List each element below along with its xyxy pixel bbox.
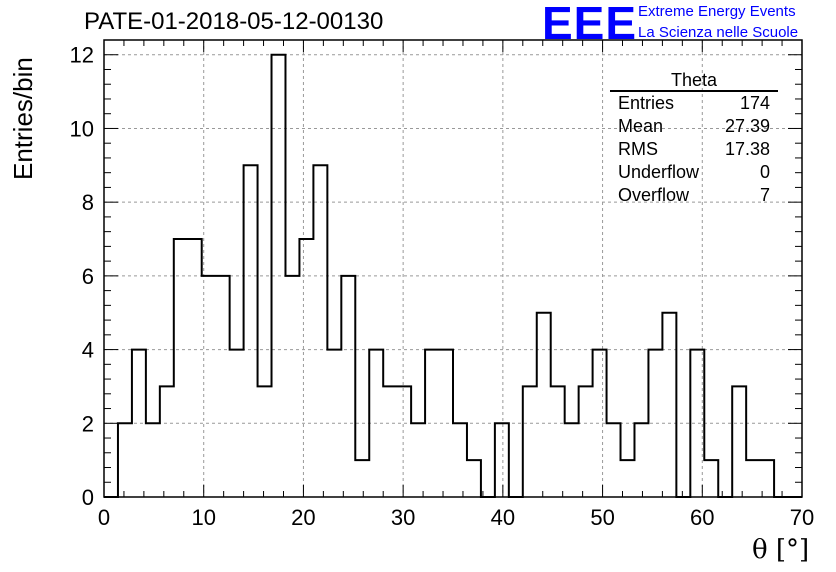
stats-value: 17.38 [724, 139, 770, 159]
x-tick-label: 60 [690, 505, 714, 530]
x-tick-label: 30 [391, 505, 415, 530]
y-tick-label: 6 [82, 264, 94, 289]
y-tick-label: 4 [82, 338, 94, 363]
logo-text-line2: La Scienza nelle Scuole [638, 24, 799, 41]
eee-logo: EEE [542, 0, 638, 49]
stats-value: 7 [759, 185, 770, 205]
logo-text-line1: Extreme Energy Events [638, 3, 796, 20]
stats-label: Entries [618, 93, 675, 113]
x-tick-label: 0 [98, 505, 110, 530]
y-tick-label: 10 [70, 116, 94, 141]
y-tick-label: 12 [70, 43, 94, 68]
chart-title: PATE-01-2018-05-12-00130 [84, 8, 384, 35]
stats-label: Overflow [618, 185, 690, 205]
y-tick-label: 2 [82, 411, 94, 436]
stats-row-entries: Entries 174 [610, 92, 778, 115]
x-tick-label: 10 [191, 505, 215, 530]
stats-row-mean: Mean 27.39 [610, 115, 778, 138]
y-tick-label: 8 [82, 190, 94, 215]
x-tick-label: 70 [790, 505, 814, 530]
stats-label: RMS [618, 139, 658, 159]
plot-frame [103, 39, 803, 498]
stats-row-overflow: Overflow 7 [610, 184, 778, 207]
stats-value: 174 [739, 93, 770, 113]
x-tick-label: 20 [291, 505, 315, 530]
stats-label: Underflow [618, 162, 700, 182]
stats-value: 27.39 [724, 116, 770, 136]
stats-label: Mean [618, 116, 664, 136]
stats-title: Theta [610, 70, 778, 92]
x-axis-label: θ [°] [752, 535, 810, 565]
stats-box: Theta Entries 174 Mean 27.39 RMS 17.38 U… [610, 70, 778, 207]
histogram-series [104, 53, 802, 498]
x-tick-label: 50 [590, 505, 614, 530]
x-tick-label: 40 [491, 505, 515, 530]
y-tick-label: 0 [82, 485, 94, 510]
stats-row-rms: RMS 17.38 [610, 138, 778, 161]
stats-row-underflow: Underflow 0 [610, 161, 778, 184]
stats-value: 0 [759, 162, 770, 182]
